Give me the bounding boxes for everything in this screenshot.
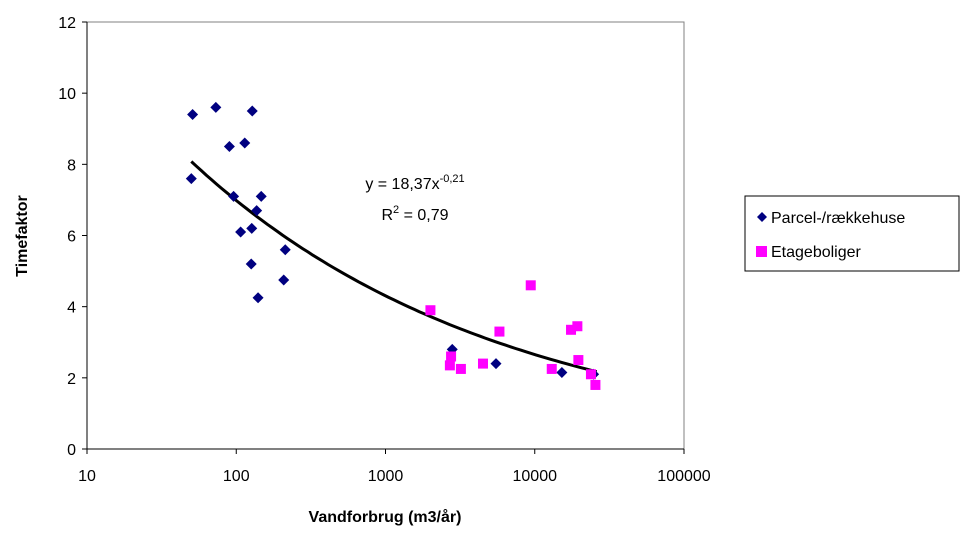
- square-point: [590, 379, 601, 390]
- diamond-point: [223, 141, 235, 153]
- legend: Parcel-/rækkehuse Etageboliger: [744, 195, 960, 272]
- diamond-point: [185, 173, 197, 185]
- square-point: [566, 324, 577, 335]
- diamond-point: [187, 109, 199, 121]
- diamond-point: [245, 258, 257, 270]
- y-tick-label: 0: [67, 442, 76, 459]
- square-point: [525, 280, 536, 291]
- square-point: [455, 363, 466, 374]
- square-point: [446, 351, 457, 362]
- diamond-point: [556, 366, 568, 378]
- x-tick-label: 100: [223, 468, 250, 485]
- x-tick-label: 10000: [513, 468, 558, 485]
- diamond-point: [252, 292, 264, 304]
- square-point: [494, 326, 505, 337]
- diamond-point: [278, 274, 290, 286]
- diamond-point: [235, 226, 247, 238]
- r-squared-label: R2 = 0,79: [381, 204, 448, 224]
- y-tick-label: 4: [67, 300, 76, 317]
- x-axis-ticks: 10 100 1000 10000 100000: [78, 449, 711, 485]
- trendline-equation: y = 18,37x-0,21: [365, 173, 464, 193]
- legend-label-etage: Etageboliger: [771, 244, 862, 261]
- legend-square-marker: [756, 246, 767, 257]
- legend-diamond-marker: [757, 212, 767, 222]
- legend-box: [744, 195, 960, 272]
- diamond-point: [228, 190, 240, 202]
- diamond-point: [246, 105, 258, 117]
- x-tick-label: 10: [78, 468, 96, 485]
- x-axis-title: Vandforbrug (m3/år): [309, 508, 462, 526]
- square-point: [573, 355, 584, 366]
- legend-label-parcel: Parcel-/rækkehuse: [771, 210, 905, 227]
- square-point: [585, 369, 596, 380]
- y-axis-ticks: 0 2 4 6 8 10 12: [58, 15, 87, 459]
- y-tick-label: 10: [58, 86, 76, 103]
- x-tick-label: 1000: [368, 468, 404, 485]
- square-point: [572, 321, 583, 332]
- y-axis-title: Timefaktor: [14, 195, 31, 277]
- diamond-point: [279, 244, 291, 256]
- diamond-point: [246, 222, 258, 234]
- y-tick-label: 12: [58, 15, 76, 32]
- diamond-point: [210, 101, 222, 113]
- y-tick-label: 6: [67, 229, 76, 246]
- y-tick-label: 8: [67, 157, 76, 174]
- square-point: [546, 363, 557, 374]
- diamond-point: [255, 190, 267, 202]
- square-point: [425, 305, 436, 316]
- square-point: [444, 360, 455, 371]
- diamond-point: [251, 205, 263, 217]
- diamond-point: [490, 358, 502, 370]
- data-points: [185, 101, 601, 390]
- square-point: [477, 358, 488, 369]
- power-trendline: [190, 160, 598, 374]
- x-tick-label: 100000: [657, 468, 710, 485]
- y-tick-label: 2: [67, 371, 76, 388]
- diamond-point: [239, 137, 251, 149]
